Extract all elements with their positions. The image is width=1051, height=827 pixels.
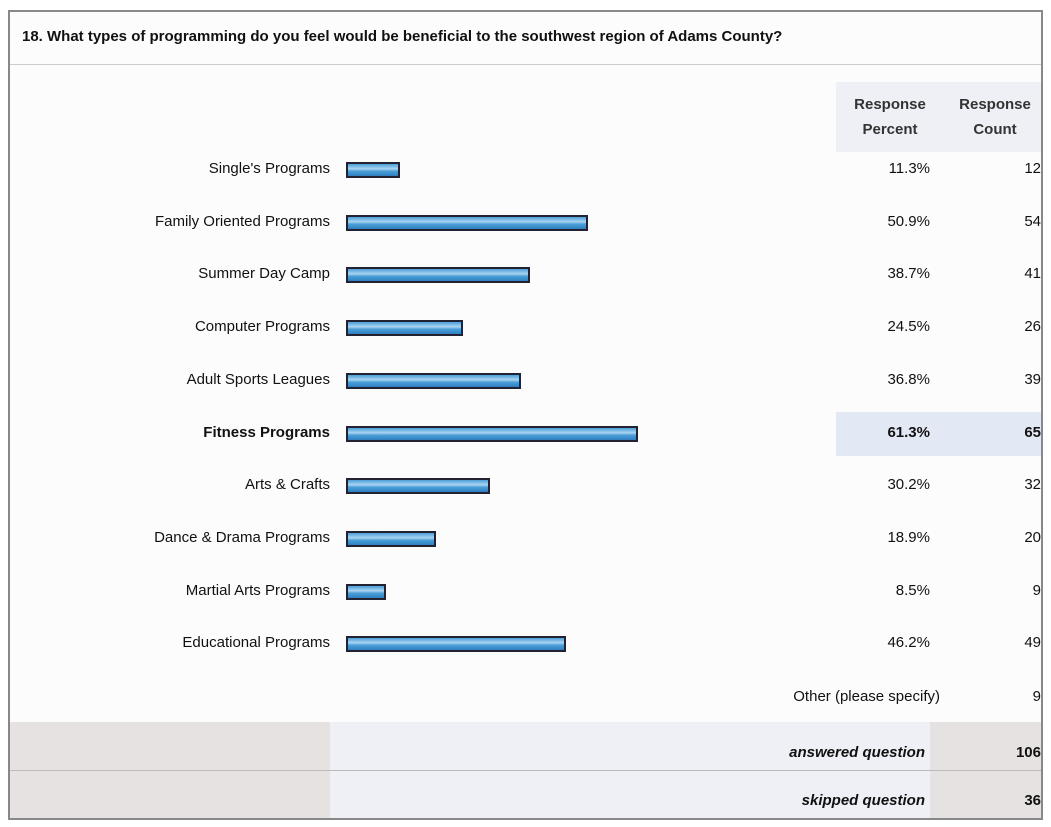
bar [346,267,531,284]
percent-label: 61.3% [887,423,930,441]
survey-panel: 18. What types of programming do you fee… [8,10,1043,820]
other-count: 9 [1032,688,1041,705]
bar [346,583,387,600]
count-label: 20 [1024,528,1041,546]
column-header: Response Count [959,96,1031,138]
count-label: 9 [1032,581,1041,599]
bar [346,478,490,495]
percent-label: 18.9% [887,528,930,546]
skipped-label: skipped question [801,792,925,809]
count-label: 54 [1024,212,1041,230]
category-label: Single's Programs [208,160,330,177]
category-label: Fitness Programs [203,423,330,441]
percent-label: 36.8% [887,370,930,388]
category-label: Arts & Crafts [244,476,330,494]
category-label: Summer Day Camp [198,265,330,283]
category-label: Family Oriented Programs [154,212,330,230]
divider [10,64,1041,65]
category-label: Dance & Drama Programs [154,528,330,546]
count-label: 39 [1024,370,1041,388]
percent-label: 24.5% [887,318,930,336]
bar [346,162,400,178]
percent-label: 50.9% [887,212,930,230]
column-header: Response Percent [854,96,926,138]
percent-label: 46.2% [887,634,930,652]
percent-label: 30.2% [887,476,930,494]
category-label: Computer Programs [194,318,330,336]
percent-label: 38.7% [887,265,930,283]
bar [346,372,522,389]
bar [346,320,463,337]
answered-count: 106 [1015,744,1041,761]
category-label: Adult Sports Leagues [186,370,330,388]
bar [346,214,589,231]
row-highlight [836,411,1041,456]
bar [346,636,566,653]
bar [346,530,436,547]
percent-label: 11.3% [888,160,930,177]
divider [10,770,1041,771]
bar [346,425,638,442]
count-label: 41 [1024,265,1041,283]
answered-label: answered question [789,744,925,761]
title: 18. What types of programming do you fee… [22,28,783,45]
count-label: 65 [1024,423,1041,441]
count-label: 32 [1024,476,1041,494]
count-label: 12 [1024,160,1041,177]
percent-label: 8.5% [895,581,930,599]
category-label: Educational Programs [182,634,330,652]
category-label: Martial Arts Programs [185,581,330,599]
other-label: Other (please specify) [793,688,940,705]
skipped-count: 36 [1024,792,1041,809]
header-bg [836,82,1041,152]
count-label: 49 [1024,634,1041,652]
count-label: 26 [1024,318,1041,336]
